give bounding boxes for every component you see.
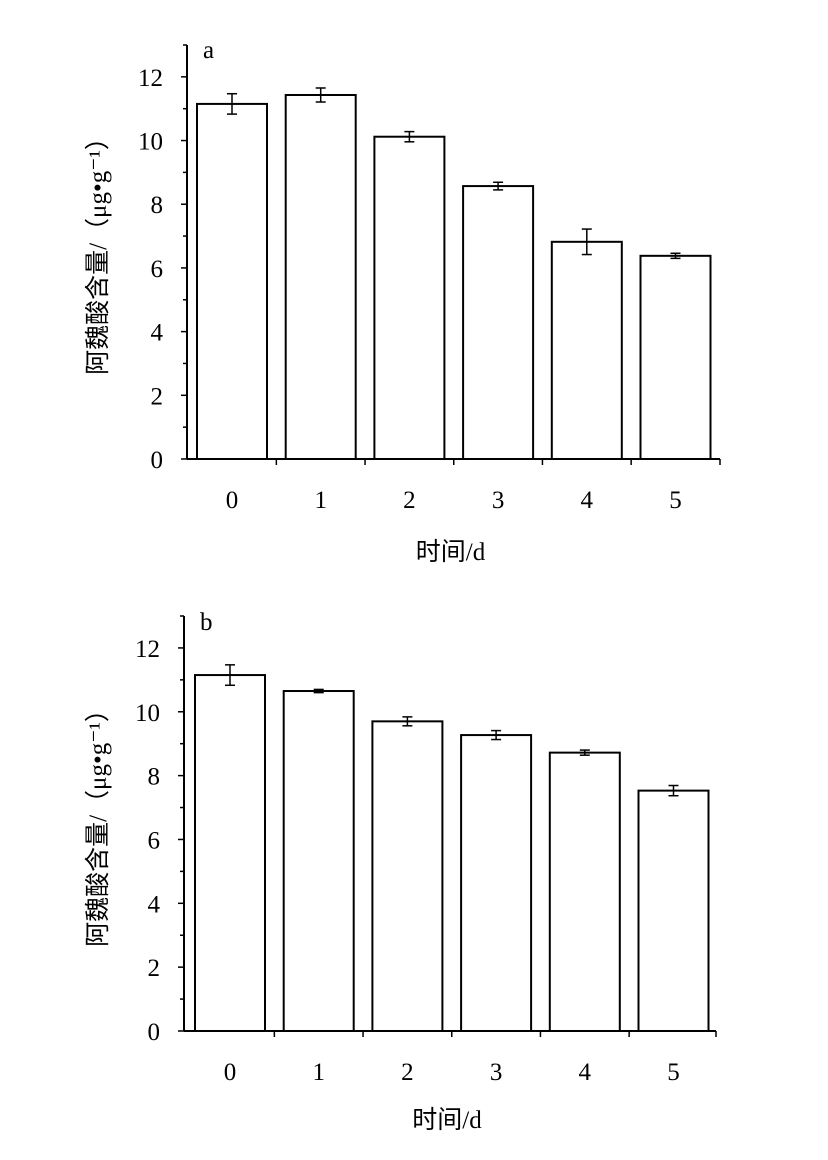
x-tick-label: 4 (579, 1059, 592, 1086)
bar (371, 720, 444, 1032)
y-tick-label: 8 (151, 192, 164, 219)
y-tick-label: 4 (148, 891, 161, 918)
bar (373, 135, 446, 460)
x-tick-label: 0 (226, 487, 239, 514)
y-tick-label: 8 (148, 764, 161, 791)
bar (282, 690, 355, 1032)
x-tick-label: 1 (314, 487, 327, 514)
bar (550, 240, 623, 460)
y-axis-title: 阿魏酸含量/（μg•g⁻¹） (84, 125, 112, 375)
bar (462, 185, 535, 460)
bar (196, 102, 268, 461)
x-tick-label: 4 (581, 487, 594, 514)
y-tick-label: 10 (135, 700, 160, 727)
y-tick-label: 12 (138, 65, 163, 92)
x-tick-label: 5 (669, 487, 682, 514)
bar (637, 789, 710, 1032)
y-tick-label: 6 (151, 256, 164, 283)
panel-label: b (200, 609, 213, 636)
x-axis-title: 时间/d (416, 538, 486, 566)
y-axis-title: 阿魏酸含量/（μg•g⁻¹） (84, 697, 112, 947)
x-tick-label: 3 (490, 1059, 503, 1086)
x-axis-title: 时间/d (412, 1106, 482, 1134)
y-tick-label: 2 (148, 955, 161, 982)
y-tick-label: 12 (135, 636, 160, 663)
y-tick-label: 0 (151, 447, 164, 474)
bar (639, 254, 712, 460)
x-tick-label: 2 (401, 1059, 414, 1086)
y-tick-label: 4 (151, 320, 164, 347)
y-tick-label: 10 (138, 129, 163, 156)
y-tick-label: 6 (148, 827, 161, 854)
panel-label: a (203, 37, 214, 64)
x-tick-label: 0 (224, 1059, 237, 1086)
y-tick-label: 0 (148, 1019, 161, 1046)
x-tick-label: 1 (312, 1059, 325, 1086)
y-tick-label: 2 (151, 383, 164, 410)
x-tick-label: 5 (667, 1059, 680, 1086)
bar (548, 751, 621, 1033)
bar (460, 734, 533, 1032)
x-tick-label: 3 (492, 487, 505, 514)
bar (194, 674, 266, 1032)
bar (284, 93, 357, 460)
x-tick-label: 2 (403, 487, 416, 514)
